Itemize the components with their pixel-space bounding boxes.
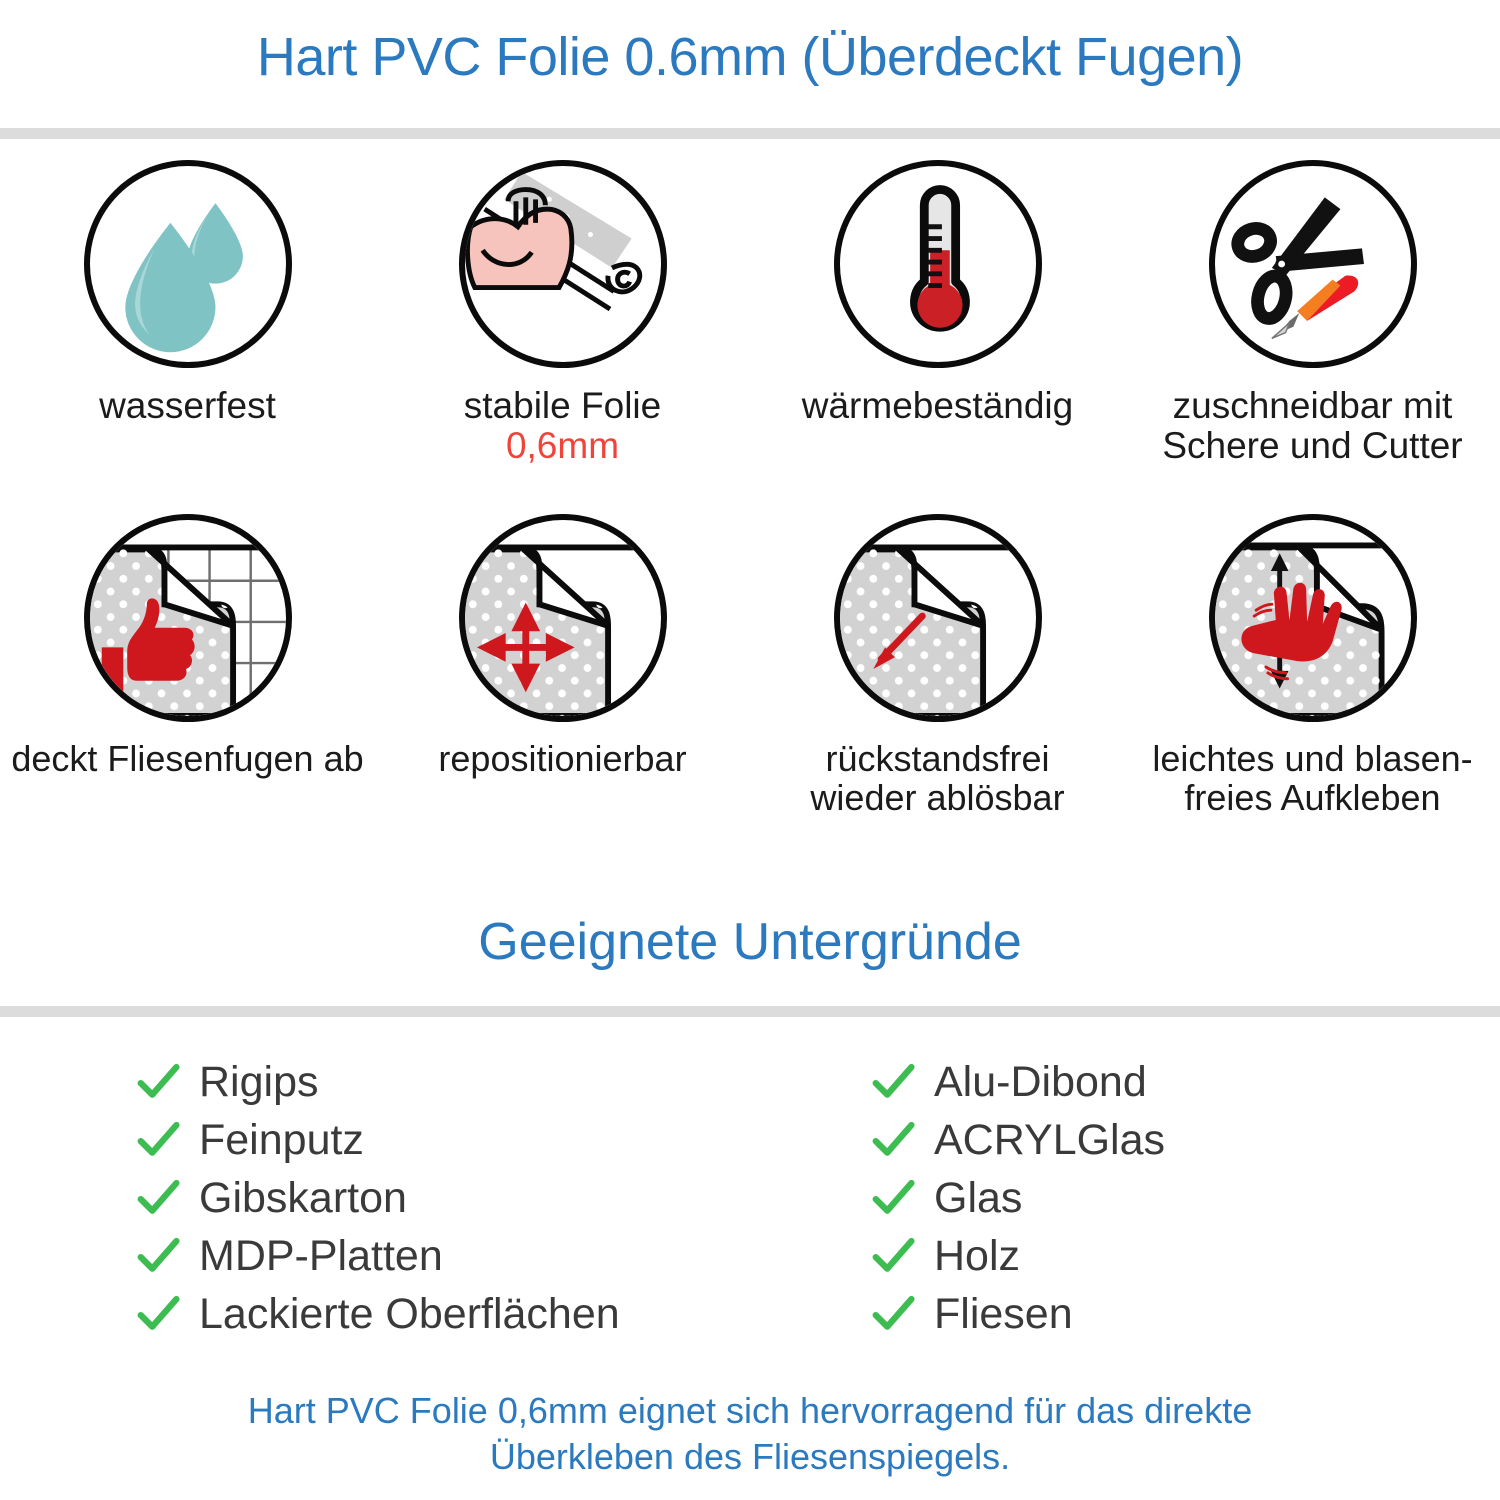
green-check-icon: [870, 1291, 916, 1337]
divider-bottom: [0, 1006, 1500, 1017]
green-check-icon: [135, 1291, 181, 1337]
green-check-icon: [870, 1059, 916, 1105]
feature-grid: wasserfest: [0, 160, 1500, 818]
list-item: Rigips: [135, 1053, 750, 1111]
feature-waermebestaendig: wärmebeständig: [750, 160, 1125, 466]
feature-blasenfrei: leichtes und blasen-freies Aufkleben: [1125, 513, 1500, 818]
green-check-icon: [135, 1233, 181, 1279]
substrate-label: Feinputz: [199, 1115, 364, 1164]
feature-label: wasserfest: [99, 385, 276, 426]
thumbs-up-film-icon: [83, 513, 292, 722]
page-title: Hart PVC Folie 0.6mm (Überdeckt Fugen): [256, 27, 1244, 87]
substrate-label: Gibskarton: [199, 1173, 407, 1222]
substrate-label: Holz: [934, 1231, 1021, 1280]
green-check-icon: [870, 1233, 916, 1279]
green-check-icon: [870, 1117, 916, 1163]
smoothing-hand-icon: [1208, 513, 1417, 722]
substrate-label: Fliesen: [934, 1289, 1073, 1338]
feature-zuschneidbar: zuschneidbar mit Schere und Cutter: [1125, 160, 1500, 466]
feature-label: stabile Folie 0,6mm: [463, 385, 662, 466]
green-check-icon: [135, 1175, 181, 1221]
substrate-label: Glas: [934, 1173, 1023, 1222]
feature-label: zuschneidbar mit Schere und Cutter: [1162, 385, 1463, 466]
list-item: Feinputz: [135, 1111, 750, 1169]
footer-line-1: Hart PVC Folie 0,6mm eignet sich hervorr…: [247, 1390, 1253, 1431]
feature-label: deckt Fliesenfugen ab: [11, 737, 364, 779]
list-item: Glas: [870, 1169, 1500, 1227]
substrate-column-left: Rigips Feinputz Gibskarton MDP-Platten L…: [0, 1053, 750, 1343]
substrate-label: ACRYLGlas: [934, 1115, 1166, 1164]
feature-rueckstandsfrei: rückstandsfrei wieder ablösbar: [750, 513, 1125, 818]
list-item: MDP-Platten: [135, 1227, 750, 1285]
list-item: ACRYLGlas: [870, 1111, 1500, 1169]
feature-row-1: wasserfest: [0, 160, 1500, 466]
feature-row-2: deckt Fliesenfugen ab: [0, 513, 1500, 818]
green-check-icon: [135, 1059, 181, 1105]
feature-deckt-fliesenfugen: deckt Fliesenfugen ab: [0, 513, 375, 818]
substrate-label: Lackierte Oberflächen: [199, 1289, 620, 1338]
footer-note: Hart PVC Folie 0,6mm eignet sich hervorr…: [0, 1388, 1500, 1480]
list-item: Fliesen: [870, 1285, 1500, 1343]
green-check-icon: [135, 1117, 181, 1163]
substrate-lists: Rigips Feinputz Gibskarton MDP-Platten L…: [0, 1053, 1500, 1343]
feature-repositionierbar: repositionierbar: [375, 513, 750, 818]
feature-sublabel: 0,6mm: [505, 424, 620, 466]
substrate-label: Rigips: [199, 1057, 319, 1106]
list-item: Lackierte Oberflächen: [135, 1285, 750, 1343]
water-drops-icon: [83, 160, 292, 368]
list-item: Gibskarton: [135, 1169, 750, 1227]
substrate-label: Alu-Dibond: [934, 1057, 1147, 1106]
list-item: Holz: [870, 1227, 1500, 1285]
feature-wasserfest: wasserfest: [0, 160, 375, 466]
feature-label: rückstandsfrei wieder ablösbar: [810, 737, 1065, 818]
feature-label: leichtes und blasen-freies Aufkleben: [1152, 737, 1473, 818]
substrate-label: MDP-Platten: [199, 1231, 443, 1280]
feature-label: repositionierbar: [438, 737, 687, 779]
feature-label: wärmebeständig: [801, 385, 1074, 426]
substrate-column-right: Alu-Dibond ACRYLGlas Glas Holz Fliesen: [750, 1053, 1500, 1343]
scissors-cutter-icon: [1208, 160, 1417, 368]
divider-top: [0, 128, 1500, 139]
green-check-icon: [870, 1175, 916, 1221]
section-heading-substrates: Geeignete Untergründe: [478, 913, 1022, 971]
feature-stabile-folie: stabile Folie 0,6mm: [375, 160, 750, 466]
footer-line-2: Überkleben des Fliesenspiegels.: [489, 1436, 1011, 1478]
four-arrows-film-icon: [458, 513, 667, 722]
list-item: Alu-Dibond: [870, 1053, 1500, 1111]
peel-arrow-film-icon: [833, 513, 1042, 722]
flexing-arm-icon: [458, 160, 667, 368]
thermometer-icon: [833, 160, 1042, 368]
